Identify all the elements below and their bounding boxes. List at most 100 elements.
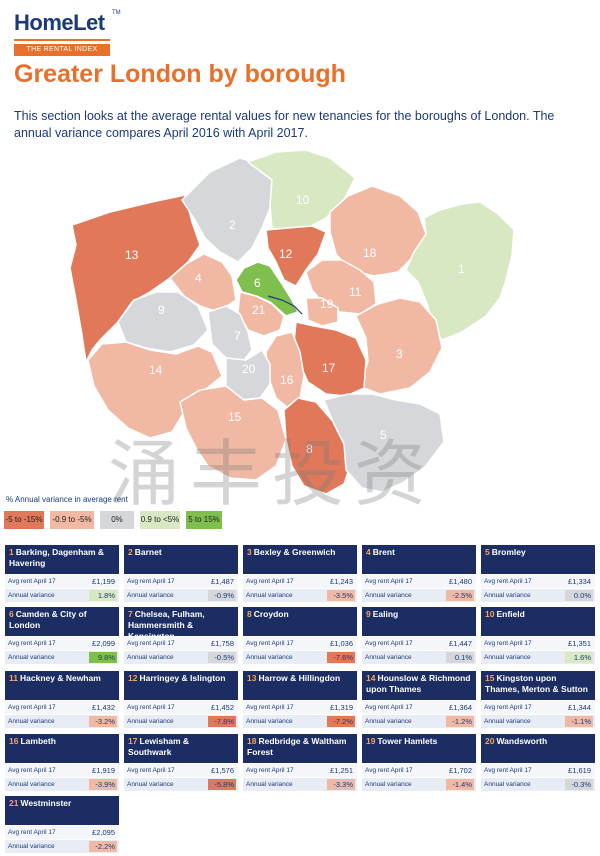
avg-rent-label: Avg rent April 17 (8, 829, 56, 836)
map-region-17 (293, 321, 367, 397)
borough-number: 14 (366, 673, 376, 683)
variance-value: -1.2% (446, 716, 474, 727)
borough-card-header: 20 Wandsworth (481, 734, 595, 763)
variance-row: Annual variance -0.5% (124, 651, 238, 664)
borough-card-header: 9 Ealing (362, 607, 476, 636)
avg-rent-label: Avg rent April 17 (484, 578, 532, 585)
borough-card: 6 Camden & City of London Avg rent April 1… (5, 607, 119, 664)
avg-rent-value: £1,487 (211, 577, 234, 586)
avg-rent-row: Avg rent April 17 £1,619 (481, 764, 595, 777)
borough-name: Hackney & Newham (20, 673, 101, 683)
avg-rent-value: £1,199 (92, 577, 115, 586)
variance-value: -3.5% (327, 590, 355, 601)
legend-item-no-change: 0% (100, 511, 134, 529)
map-region-7 (207, 305, 253, 361)
map-region-19 (305, 297, 339, 327)
avg-rent-row: Avg rent April 17 £1,364 (362, 701, 476, 714)
legend-item-strong-decrease: -5 to -15% (4, 511, 44, 529)
avg-rent-label: Avg rent April 17 (365, 767, 413, 774)
avg-rent-value: £1,619 (568, 766, 591, 775)
avg-rent-row: Avg rent April 17 £1,432 (5, 701, 119, 714)
map-label-18: 18 (363, 246, 377, 260)
variance-value: -7.6% (327, 652, 355, 663)
borough-name: Barnet (134, 547, 162, 557)
avg-rent-value: £1,351 (568, 639, 591, 648)
avg-rent-label: Avg rent April 17 (8, 767, 56, 774)
avg-rent-label: Avg rent April 17 (484, 640, 532, 647)
logo-rule (14, 39, 110, 41)
borough-card: 3 Bexley & Greenwich Avg rent April 17 £1,2… (243, 545, 357, 602)
variance-row: Annual variance -2.5% (362, 589, 476, 602)
map-label-17: 17 (322, 361, 336, 375)
avg-rent-value: £1,447 (449, 639, 472, 648)
avg-rent-value: £1,334 (568, 577, 591, 586)
map-label-8: 8 (306, 442, 313, 456)
borough-card: 20 Wandsworth Avg rent April 17 £1,619 Annua… (481, 734, 595, 791)
borough-card: 19 Tower Hamlets Avg rent April 17 £1,702 An… (362, 734, 476, 791)
variance-row: Annual variance -3.2% (5, 715, 119, 728)
borough-number: 10 (485, 609, 495, 619)
variance-value: 1.6% (565, 652, 593, 663)
borough-name: Harrow & Hillingdon (258, 673, 341, 683)
borough-number: 6 (9, 609, 14, 619)
borough-number: 11 (9, 673, 18, 683)
variance-row: Annual variance -1.1% (481, 715, 595, 728)
borough-card-header: 14 Hounslow & Richmond upon Thames (362, 671, 476, 700)
logo-trademark: TM (112, 10, 121, 16)
map-label-15: 15 (228, 410, 242, 424)
avg-rent-value: £1,364 (449, 703, 472, 712)
variance-value: -0.3% (565, 779, 593, 790)
borough-name: Bexley & Greenwich (253, 547, 336, 557)
borough-name: Enfield (496, 609, 525, 619)
variance-row: Annual variance -7.2% (243, 715, 357, 728)
borough-card: 13 Harrow & Hillingdon Avg rent April 17 £1… (243, 671, 357, 728)
variance-label: Annual variance (365, 718, 412, 725)
avg-rent-value: £1,576 (211, 766, 234, 775)
borough-number: 20 (485, 736, 495, 746)
avg-rent-row: Avg rent April 17 £1,452 (124, 701, 238, 714)
borough-name: Bromley (491, 547, 526, 557)
variance-label: Annual variance (8, 718, 55, 725)
variance-value: -1.4% (446, 779, 474, 790)
map-label-16: 16 (280, 373, 294, 387)
variance-row: Annual variance -7.8% (124, 715, 238, 728)
variance-row: Annual variance -0.9% (124, 589, 238, 602)
borough-name: Westminster (20, 798, 72, 808)
legend-item-decrease: -0.9 to -5% (50, 511, 94, 529)
logo-word: HomeLet (14, 10, 105, 35)
borough-card: 12 Harringey & Islington Avg rent April 17… (124, 671, 238, 728)
variance-label: Annual variance (127, 718, 174, 725)
variance-label: Annual variance (8, 592, 55, 599)
borough-card: 16 Lambeth Avg rent April 17 £1,919 Annual v… (5, 734, 119, 791)
variance-value: -2.2% (89, 841, 117, 852)
avg-rent-row: Avg rent April 17 £1,334 (481, 575, 595, 588)
map-region-14 (87, 341, 223, 439)
avg-rent-label: Avg rent April 17 (8, 704, 56, 711)
variance-row: Annual variance 0.1% (362, 651, 476, 664)
legend-item-strong-increase: 5 to 15% (186, 511, 222, 529)
variance-row: Annual variance -5.8% (124, 778, 238, 791)
avg-rent-row: Avg rent April 17 £2,099 (5, 637, 119, 650)
page-title: Greater London by borough (14, 60, 346, 88)
avg-rent-value: £2,099 (92, 639, 115, 648)
avg-rent-value: £1,344 (568, 703, 591, 712)
variance-value: -5.8% (208, 779, 236, 790)
map-label-14: 14 (149, 363, 163, 377)
borough-name: Camden & City of London (9, 609, 87, 630)
avg-rent-value: £1,251 (330, 766, 353, 775)
variance-label: Annual variance (127, 781, 174, 788)
map-region-3 (355, 297, 443, 395)
avg-rent-label: Avg rent April 17 (127, 640, 175, 647)
variance-row: Annual variance -3.9% (5, 778, 119, 791)
variance-value: -7.8% (208, 716, 236, 727)
borough-number: 8 (247, 609, 252, 619)
region-labels: 13 2 10 18 1 12 4 9 6 11 19 21 7 3 17 16… (125, 193, 465, 456)
borough-name: Barking, Dagenham & Havering (9, 547, 105, 568)
homelet-logo: HomeLet TM THE RENTAL INDEX (14, 10, 121, 56)
map-region-2 (181, 157, 273, 263)
legend-title: % Annual variance in average rent (6, 495, 128, 504)
borough-number: 13 (247, 673, 257, 683)
map-label-11: 11 (349, 285, 362, 299)
variance-value: -0.5% (208, 652, 236, 663)
avg-rent-label: Avg rent April 17 (127, 704, 175, 711)
